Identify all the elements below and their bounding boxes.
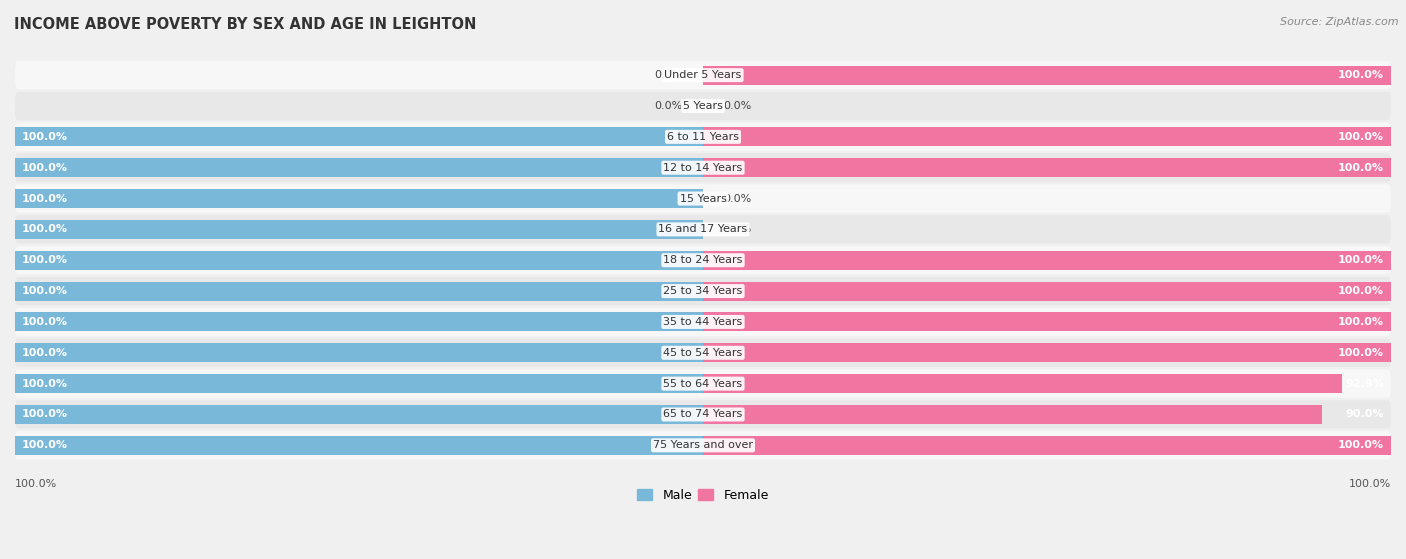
Bar — [703, 127, 1391, 146]
Text: 35 to 44 Years: 35 to 44 Years — [664, 317, 742, 327]
Text: 100.0%: 100.0% — [1348, 479, 1391, 489]
Bar — [15, 374, 703, 393]
Text: 100.0%: 100.0% — [22, 410, 67, 419]
Text: Source: ZipAtlas.com: Source: ZipAtlas.com — [1281, 17, 1399, 27]
Legend: Male, Female: Male, Female — [633, 484, 773, 506]
Bar — [703, 405, 1322, 424]
Bar — [15, 127, 703, 146]
Text: 100.0%: 100.0% — [22, 163, 67, 173]
Text: 100.0%: 100.0% — [22, 286, 67, 296]
Text: 15 Years: 15 Years — [679, 193, 727, 203]
Bar — [15, 436, 703, 455]
FancyBboxPatch shape — [15, 277, 1391, 305]
Text: 0.0%: 0.0% — [654, 101, 682, 111]
Text: 100.0%: 100.0% — [1339, 132, 1384, 142]
Bar — [15, 158, 703, 177]
Text: 45 to 54 Years: 45 to 54 Years — [664, 348, 742, 358]
Bar — [15, 282, 703, 301]
Bar — [15, 405, 703, 424]
Text: 90.0%: 90.0% — [1346, 410, 1384, 419]
Text: 92.9%: 92.9% — [1346, 378, 1384, 389]
Text: 100.0%: 100.0% — [22, 132, 67, 142]
Text: 100.0%: 100.0% — [1339, 255, 1384, 265]
Text: 12 to 14 Years: 12 to 14 Years — [664, 163, 742, 173]
Text: 5 Years: 5 Years — [683, 101, 723, 111]
FancyBboxPatch shape — [15, 184, 1391, 213]
Bar — [703, 436, 1391, 455]
Bar — [15, 312, 703, 331]
FancyBboxPatch shape — [15, 61, 1391, 89]
Bar — [15, 343, 703, 362]
Text: 55 to 64 Years: 55 to 64 Years — [664, 378, 742, 389]
Text: 75 Years and over: 75 Years and over — [652, 440, 754, 451]
Text: INCOME ABOVE POVERTY BY SEX AND AGE IN LEIGHTON: INCOME ABOVE POVERTY BY SEX AND AGE IN L… — [14, 17, 477, 32]
Text: 100.0%: 100.0% — [22, 348, 67, 358]
Bar — [703, 312, 1391, 331]
Bar — [703, 158, 1391, 177]
Text: 100.0%: 100.0% — [1339, 440, 1384, 451]
Text: 100.0%: 100.0% — [15, 479, 58, 489]
Bar — [703, 250, 1391, 270]
Text: 100.0%: 100.0% — [22, 378, 67, 389]
FancyBboxPatch shape — [15, 122, 1391, 151]
Text: 25 to 34 Years: 25 to 34 Years — [664, 286, 742, 296]
FancyBboxPatch shape — [15, 369, 1391, 398]
Text: 0.0%: 0.0% — [724, 193, 752, 203]
Bar — [703, 374, 1343, 393]
FancyBboxPatch shape — [15, 308, 1391, 336]
Text: 6 to 11 Years: 6 to 11 Years — [666, 132, 740, 142]
Text: 0.0%: 0.0% — [724, 101, 752, 111]
Text: 0.0%: 0.0% — [724, 224, 752, 234]
Text: 100.0%: 100.0% — [22, 193, 67, 203]
FancyBboxPatch shape — [15, 400, 1391, 429]
Text: 100.0%: 100.0% — [22, 224, 67, 234]
FancyBboxPatch shape — [15, 431, 1391, 459]
FancyBboxPatch shape — [15, 154, 1391, 182]
Text: 100.0%: 100.0% — [1339, 286, 1384, 296]
FancyBboxPatch shape — [15, 215, 1391, 244]
Text: 100.0%: 100.0% — [1339, 348, 1384, 358]
Text: 65 to 74 Years: 65 to 74 Years — [664, 410, 742, 419]
Bar — [703, 65, 1391, 85]
Text: 18 to 24 Years: 18 to 24 Years — [664, 255, 742, 265]
Text: 100.0%: 100.0% — [1339, 70, 1384, 80]
Text: Under 5 Years: Under 5 Years — [665, 70, 741, 80]
Text: 100.0%: 100.0% — [22, 440, 67, 451]
FancyBboxPatch shape — [15, 246, 1391, 274]
Bar — [15, 220, 703, 239]
FancyBboxPatch shape — [15, 339, 1391, 367]
Bar — [15, 189, 703, 208]
Bar — [703, 343, 1391, 362]
Text: 16 and 17 Years: 16 and 17 Years — [658, 224, 748, 234]
FancyBboxPatch shape — [15, 92, 1391, 120]
Bar — [703, 282, 1391, 301]
Text: 100.0%: 100.0% — [22, 317, 67, 327]
Bar — [15, 250, 703, 270]
Text: 100.0%: 100.0% — [1339, 163, 1384, 173]
Text: 100.0%: 100.0% — [1339, 317, 1384, 327]
Text: 100.0%: 100.0% — [22, 255, 67, 265]
Text: 0.0%: 0.0% — [654, 70, 682, 80]
